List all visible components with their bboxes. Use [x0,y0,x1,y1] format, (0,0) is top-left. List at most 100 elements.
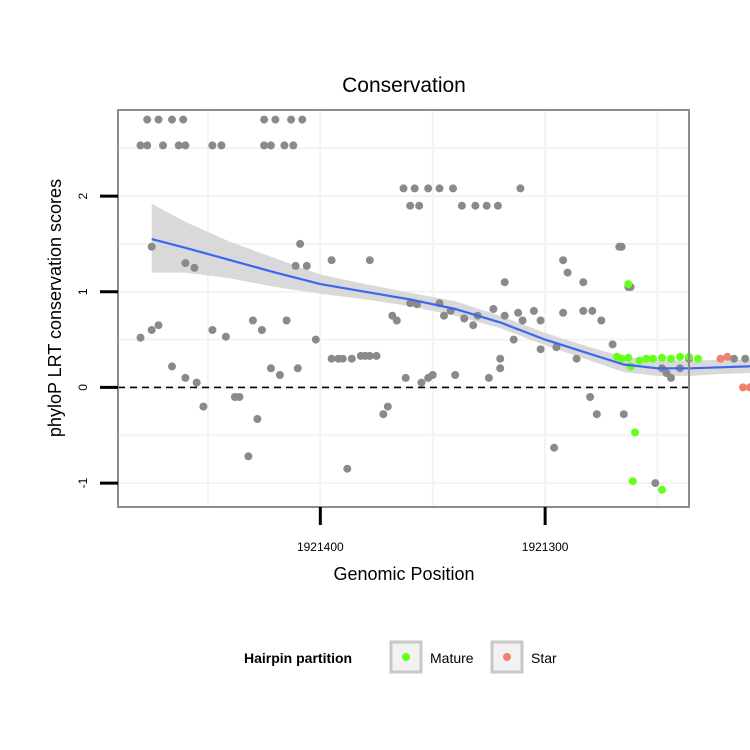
point-other [179,115,188,124]
point-mature [624,353,633,362]
point-other [208,326,217,334]
point-mature [642,354,651,363]
point-other [302,261,311,270]
point-other [608,340,617,349]
legend-key-mature-dot [402,653,410,661]
point-other [154,321,163,330]
point-other [592,410,601,419]
point-mature [658,485,666,494]
point-other [651,479,660,488]
point-other [372,351,381,360]
point-other [529,306,538,315]
point-other [296,239,305,248]
point-other [208,141,217,150]
point-mature [628,477,637,486]
point-other [174,141,183,150]
point-other [500,311,509,320]
point-mature [631,428,639,437]
point-star [716,354,725,363]
point-other [552,343,561,352]
point-other [493,201,502,210]
point-other [365,256,374,265]
point-other [147,326,156,334]
point-other [559,256,568,265]
point-other [190,263,199,272]
point-other [579,306,588,315]
point-other [536,316,545,325]
point-other [460,314,469,323]
point-other [379,410,388,419]
point-other [271,115,280,124]
point-other [619,410,628,419]
point-mature [613,352,622,361]
point-other [280,141,289,150]
point-other [287,115,296,124]
point-mature [694,354,702,363]
point-other [289,141,298,150]
point-other [260,141,269,150]
point-other [282,316,291,325]
point-other [168,362,176,371]
point-other [550,443,559,452]
point-other [221,332,230,341]
plot-panel [117,109,750,508]
point-other [518,316,527,325]
point-other [482,201,491,210]
plot-border [117,109,690,508]
point-other [266,364,275,373]
point-star [745,383,750,392]
point-mature [667,354,675,363]
point-other [266,141,275,150]
point-other [181,141,190,150]
point-other [667,373,675,382]
point-other [192,378,201,387]
point-other [406,299,415,308]
point-other [496,354,505,363]
legend: Hairpin partition Mature Star [244,640,557,674]
point-other [410,184,419,193]
legend-label-star: Star [531,650,557,666]
point-other [298,115,307,124]
point-mature [649,354,657,363]
point-other [417,378,426,387]
x-tick-label: 1921300 [522,540,569,554]
point-other [401,373,410,382]
point-other [343,464,352,473]
point-other [338,354,347,363]
point-other [471,201,480,210]
point-other [500,278,509,287]
point-other [260,115,269,124]
point-star [723,352,732,361]
point-other [248,316,257,325]
point-mature [624,280,633,289]
point-other [496,364,505,373]
point-other [291,261,300,270]
point-other [440,311,448,320]
point-other [327,256,336,265]
point-other [484,373,493,382]
point-other [449,184,457,193]
smooth-line-group [151,238,750,370]
point-other [730,354,738,363]
point-other [588,306,597,315]
legend-label-mature: Mature [430,650,474,666]
smooth-line [151,238,750,370]
point-other [136,141,145,150]
point-other [235,393,244,401]
point-other [181,373,190,382]
data-points [136,115,750,494]
y-tick-label: 0 [76,384,90,391]
point-other [469,321,478,330]
point-other [347,354,356,363]
point-other [154,115,163,124]
point-other [136,333,145,342]
point-other [383,402,392,411]
legend-title: Hairpin partition [244,650,352,666]
point-mature [676,352,684,361]
point-other [741,354,750,363]
x-axis: 1921400 1921300 [297,507,569,554]
point-other [563,268,572,277]
point-other [143,115,152,124]
point-other [536,345,545,354]
